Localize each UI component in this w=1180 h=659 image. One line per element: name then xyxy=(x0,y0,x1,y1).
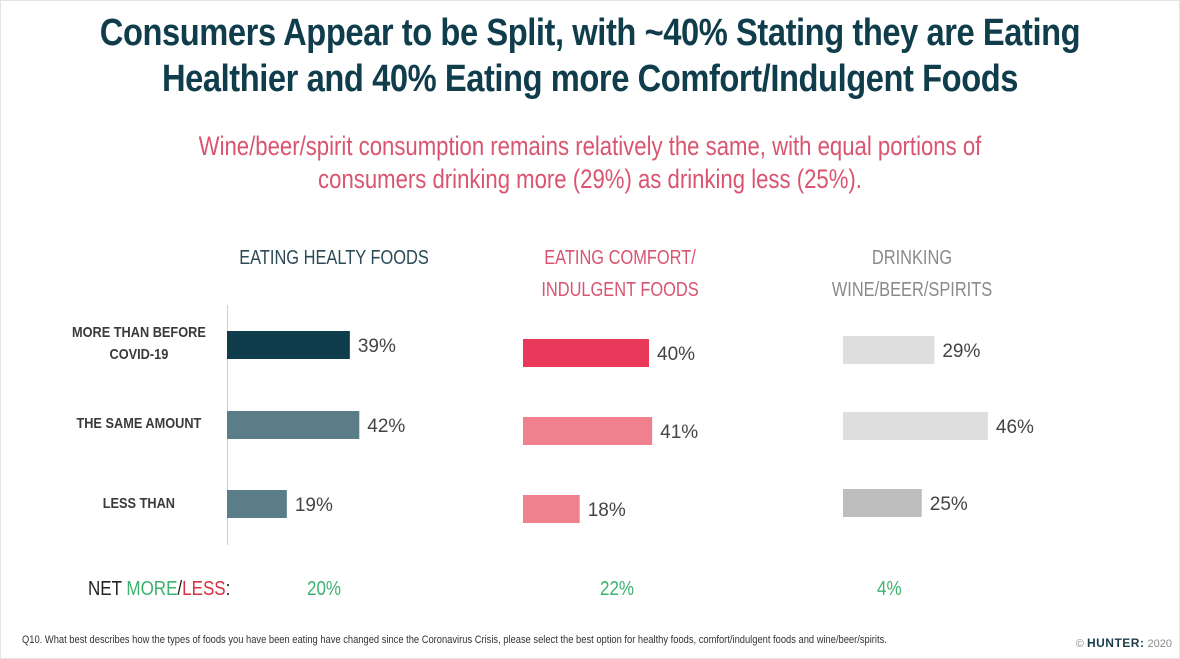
bar-value-label: 18% xyxy=(588,500,626,521)
bar-value-label: 39% xyxy=(358,336,396,357)
copyright-symbol: © xyxy=(1075,638,1084,650)
category-label-line: COVID-19 xyxy=(109,346,169,363)
category-label-line: MORE THAN BEFORE xyxy=(71,324,206,341)
bar-3-2 xyxy=(843,412,988,440)
series-header-drinking: DRINKING WINE/BEER/SPIRITS xyxy=(789,242,1035,306)
category-label-less: LESS THAN xyxy=(66,493,212,515)
category-label-same: THE SAME AMOUNT xyxy=(66,413,212,435)
series-header-line: INDULGENT FOODS xyxy=(541,279,699,301)
brand-year: 2020 xyxy=(1147,638,1172,650)
series-header-line: EATING HEALTY FOODS xyxy=(239,247,429,269)
bar-value-label: 42% xyxy=(367,416,405,437)
bar-2-2 xyxy=(523,417,653,445)
bar-2-3 xyxy=(523,495,580,523)
brand-name: HUNTER: xyxy=(1086,636,1145,650)
category-label-line: LESS THAN xyxy=(102,495,176,512)
bar-2-1 xyxy=(523,339,649,367)
bar-1-3 xyxy=(227,490,287,518)
net-value-healthy: 20% xyxy=(307,578,342,600)
slide-subtitle: Wine/beer/spirit consumption remains rel… xyxy=(106,130,1074,196)
subtitle-line-2: consumers drinking more (29%) as drinkin… xyxy=(318,164,862,194)
bar-value-label: 40% xyxy=(657,344,695,365)
net-colon: : xyxy=(225,578,231,600)
bar-1-1 xyxy=(227,331,350,359)
bar-3-1 xyxy=(843,336,935,364)
bar-1-2 xyxy=(227,411,360,439)
brand-mark: © HUNTER: 2020 xyxy=(1076,636,1172,650)
title-line-2: Healthier and 40% Eating more Comfort/In… xyxy=(161,58,1019,100)
bar-value-label: 25% xyxy=(930,494,968,515)
net-slash: / xyxy=(177,578,183,600)
bar-value-label: 29% xyxy=(942,341,980,362)
net-more-word: MORE xyxy=(126,578,178,600)
series-header-line: DRINKING xyxy=(871,247,953,269)
bar-value-label: 19% xyxy=(295,495,333,516)
slide-title: Consumers Appear to be Split, with ~40% … xyxy=(83,10,1098,102)
net-value-drinking: 4% xyxy=(877,578,902,600)
category-label-more: MORE THAN BEFORE COVID-19 xyxy=(66,322,212,366)
net-more-less-label: NET MORE/LESS: xyxy=(88,576,230,602)
net-value-comfort: 22% xyxy=(600,578,635,600)
survey-question-footnote: Q10. What best describes how the types o… xyxy=(22,634,887,646)
series-header-comfort: EATING COMFORT/ INDULGENT FOODS xyxy=(497,242,743,306)
bar-value-label: 41% xyxy=(660,422,698,443)
series-header-healthy: EATING HEALTY FOODS xyxy=(211,242,457,274)
bar-3-3 xyxy=(843,489,922,517)
series-header-line: EATING COMFORT/ xyxy=(544,247,696,269)
category-label-line: THE SAME AMOUNT xyxy=(76,415,202,432)
bar-value-label: 46% xyxy=(996,417,1034,438)
subtitle-line-1: Wine/beer/spirit consumption remains rel… xyxy=(198,131,982,161)
net-less-word: LESS xyxy=(182,578,226,600)
net-prefix: NET xyxy=(88,578,127,600)
series-header-line: WINE/BEER/SPIRITS xyxy=(831,279,993,301)
title-line-1: Consumers Appear to be Split, with ~40% … xyxy=(99,12,1081,54)
